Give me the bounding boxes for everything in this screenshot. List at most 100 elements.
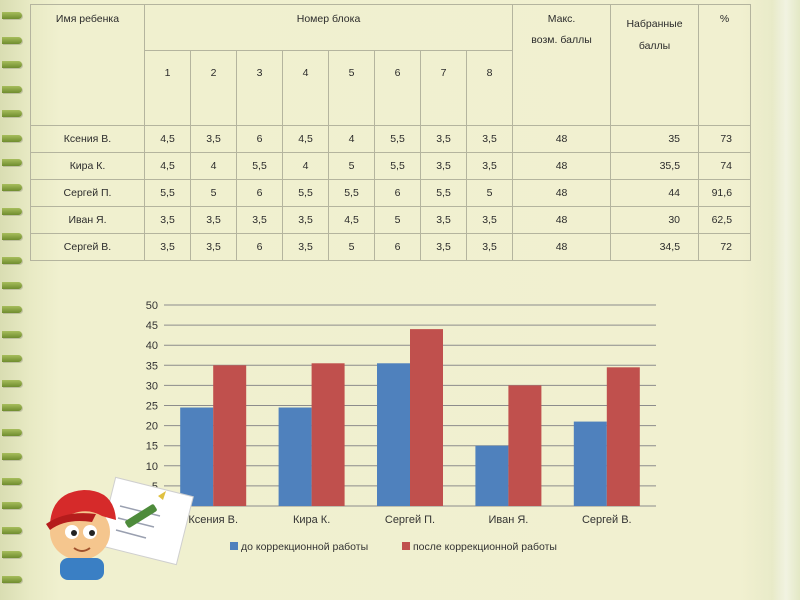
- percent-cell: 74: [698, 152, 752, 180]
- x-tick-label: Сергей В.: [582, 514, 632, 526]
- header-block-4: 4: [282, 50, 329, 126]
- legend-label: до коррекционной работы: [241, 541, 368, 553]
- y-tick-label: 25: [146, 401, 158, 413]
- binding-ring: [2, 355, 22, 362]
- header-block-2: 2: [190, 50, 237, 126]
- block-score-cell: 5,5: [282, 179, 329, 207]
- child-name-cell: Сергей В.: [30, 233, 145, 261]
- percent-cell: 62,5: [698, 206, 752, 234]
- binding-ring: [2, 404, 22, 411]
- scored-cell: 34,5: [610, 233, 700, 261]
- binding-ring: [2, 134, 22, 142]
- block-score-cell: 3,5: [144, 233, 191, 261]
- x-tick-label: Ксения В.: [188, 514, 238, 526]
- y-tick-label: 10: [146, 461, 158, 473]
- y-tick-label: 35: [146, 360, 158, 372]
- block-score-cell: 5,5: [374, 152, 421, 180]
- y-tick-label: 15: [146, 441, 158, 453]
- block-score-cell: 6: [374, 233, 421, 261]
- header-block-7: 7: [420, 50, 467, 126]
- notebook-binding: [0, 0, 24, 600]
- block-score-cell: 4,5: [144, 125, 191, 153]
- binding-ring: [2, 379, 22, 387]
- binding-ring: [2, 453, 22, 460]
- binding-ring: [2, 85, 22, 93]
- block-score-cell: 3,5: [190, 125, 237, 153]
- y-tick-label: 40: [146, 340, 158, 352]
- block-score-cell: 5,5: [374, 125, 421, 153]
- header-max-score: Макс. возм. баллы: [512, 4, 612, 126]
- table-row: Иван Я. 3,5 3,5 3,5 3,5 4,5 5 3,5 3,5 48 30 62,5: [30, 206, 752, 234]
- legend-swatch: [402, 542, 410, 550]
- bar-before: [573, 421, 607, 506]
- legend-swatch: [230, 542, 238, 550]
- bar-before: [377, 363, 410, 506]
- bar-after: [410, 329, 443, 506]
- binding-ring: [2, 477, 22, 485]
- bar-before: [475, 445, 509, 506]
- block-score-cell: 3,5: [144, 206, 191, 234]
- header-max-line1: Макс.: [547, 13, 576, 25]
- results-table: Имя ребенка Номер блока Макс. возм. балл…: [30, 4, 752, 261]
- header-block-3: 3: [236, 50, 283, 126]
- header-block-8: 8: [465, 50, 514, 126]
- header-block-5: 5: [328, 50, 375, 126]
- binding-ring: [2, 183, 22, 191]
- block-score-cell: 3,5: [420, 125, 467, 153]
- header-block-number: Номер блока: [143, 4, 514, 51]
- y-tick-label: 45: [146, 320, 158, 332]
- binding-ring: [2, 526, 22, 534]
- percent-cell: 72: [698, 233, 752, 261]
- max-score-cell: 48: [512, 233, 612, 261]
- table-row: Сергей В. 3,5 3,5 6 3,5 5 6 3,5 3,5 48 34,5 72: [30, 233, 752, 261]
- table-row: Ксения В. 4,5 3,5 6 4,5 4 5,5 3,5 3,5 48 35 73: [30, 125, 752, 153]
- header-block-1: 1: [144, 50, 191, 126]
- bar-before: [278, 407, 312, 506]
- x-tick-label: Сергей П.: [385, 514, 435, 526]
- x-tick-label: Иван Я.: [488, 514, 528, 526]
- header-scored: Набранные баллы: [610, 4, 700, 126]
- binding-ring: [2, 575, 22, 583]
- results-table-container: Имя ребенка Номер блока Макс. возм. балл…: [30, 4, 752, 261]
- binding-ring: [2, 159, 22, 166]
- bar-after: [311, 363, 345, 506]
- binding-ring: [2, 306, 22, 313]
- child-name-cell: Ксения В.: [30, 125, 145, 153]
- block-score-cell: 4,5: [282, 125, 329, 153]
- chart-legend: до коррекционной работы после коррекционн…: [230, 541, 557, 553]
- binding-ring: [2, 232, 22, 240]
- block-score-cell: 5: [328, 152, 375, 180]
- binding-ring: [2, 12, 22, 19]
- page-edge-decoration: [772, 0, 800, 600]
- y-tick-label: 20: [146, 421, 158, 433]
- cartoon-boy-with-red-cap-writing-icon: [46, 476, 194, 580]
- block-score-cell: 3,5: [420, 233, 467, 261]
- binding-ring: [2, 208, 22, 215]
- header-block-6: 6: [374, 50, 421, 126]
- scored-cell: 35,5: [610, 152, 700, 180]
- block-score-cell: 6: [236, 233, 283, 261]
- chart-bars: [180, 329, 640, 506]
- child-name-cell: Иван Я.: [30, 206, 145, 234]
- block-score-cell: 6: [374, 179, 421, 207]
- bar-before: [180, 407, 214, 506]
- binding-ring: [2, 502, 22, 509]
- table-row: Сергей П. 5,5 5 6 5,5 5,5 6 5,5 5 48 44 91,6: [30, 179, 752, 207]
- binding-ring: [2, 110, 22, 117]
- table-body: Ксения В. 4,5 3,5 6 4,5 4 5,5 3,5 3,5 48 35 73 Кира …: [30, 125, 752, 261]
- x-tick-label: Кира К.: [293, 514, 330, 526]
- block-score-cell: 3,5: [465, 233, 514, 261]
- bar-after: [606, 367, 640, 506]
- header-max-line2: возм. баллы: [531, 34, 592, 46]
- binding-ring: [2, 61, 22, 68]
- header-child-name: Имя ребенка: [30, 4, 145, 126]
- block-score-cell: 3,5: [190, 233, 237, 261]
- binding-ring: [2, 330, 22, 338]
- y-tick-label: 30: [146, 380, 158, 392]
- binding-ring: [2, 257, 22, 264]
- bar-after: [213, 365, 247, 506]
- table-row: Кира К. 4,5 4 5,5 4 5 5,5 3,5 3,5 48 35,5 74: [30, 152, 752, 180]
- scored-cell: 30: [610, 206, 700, 234]
